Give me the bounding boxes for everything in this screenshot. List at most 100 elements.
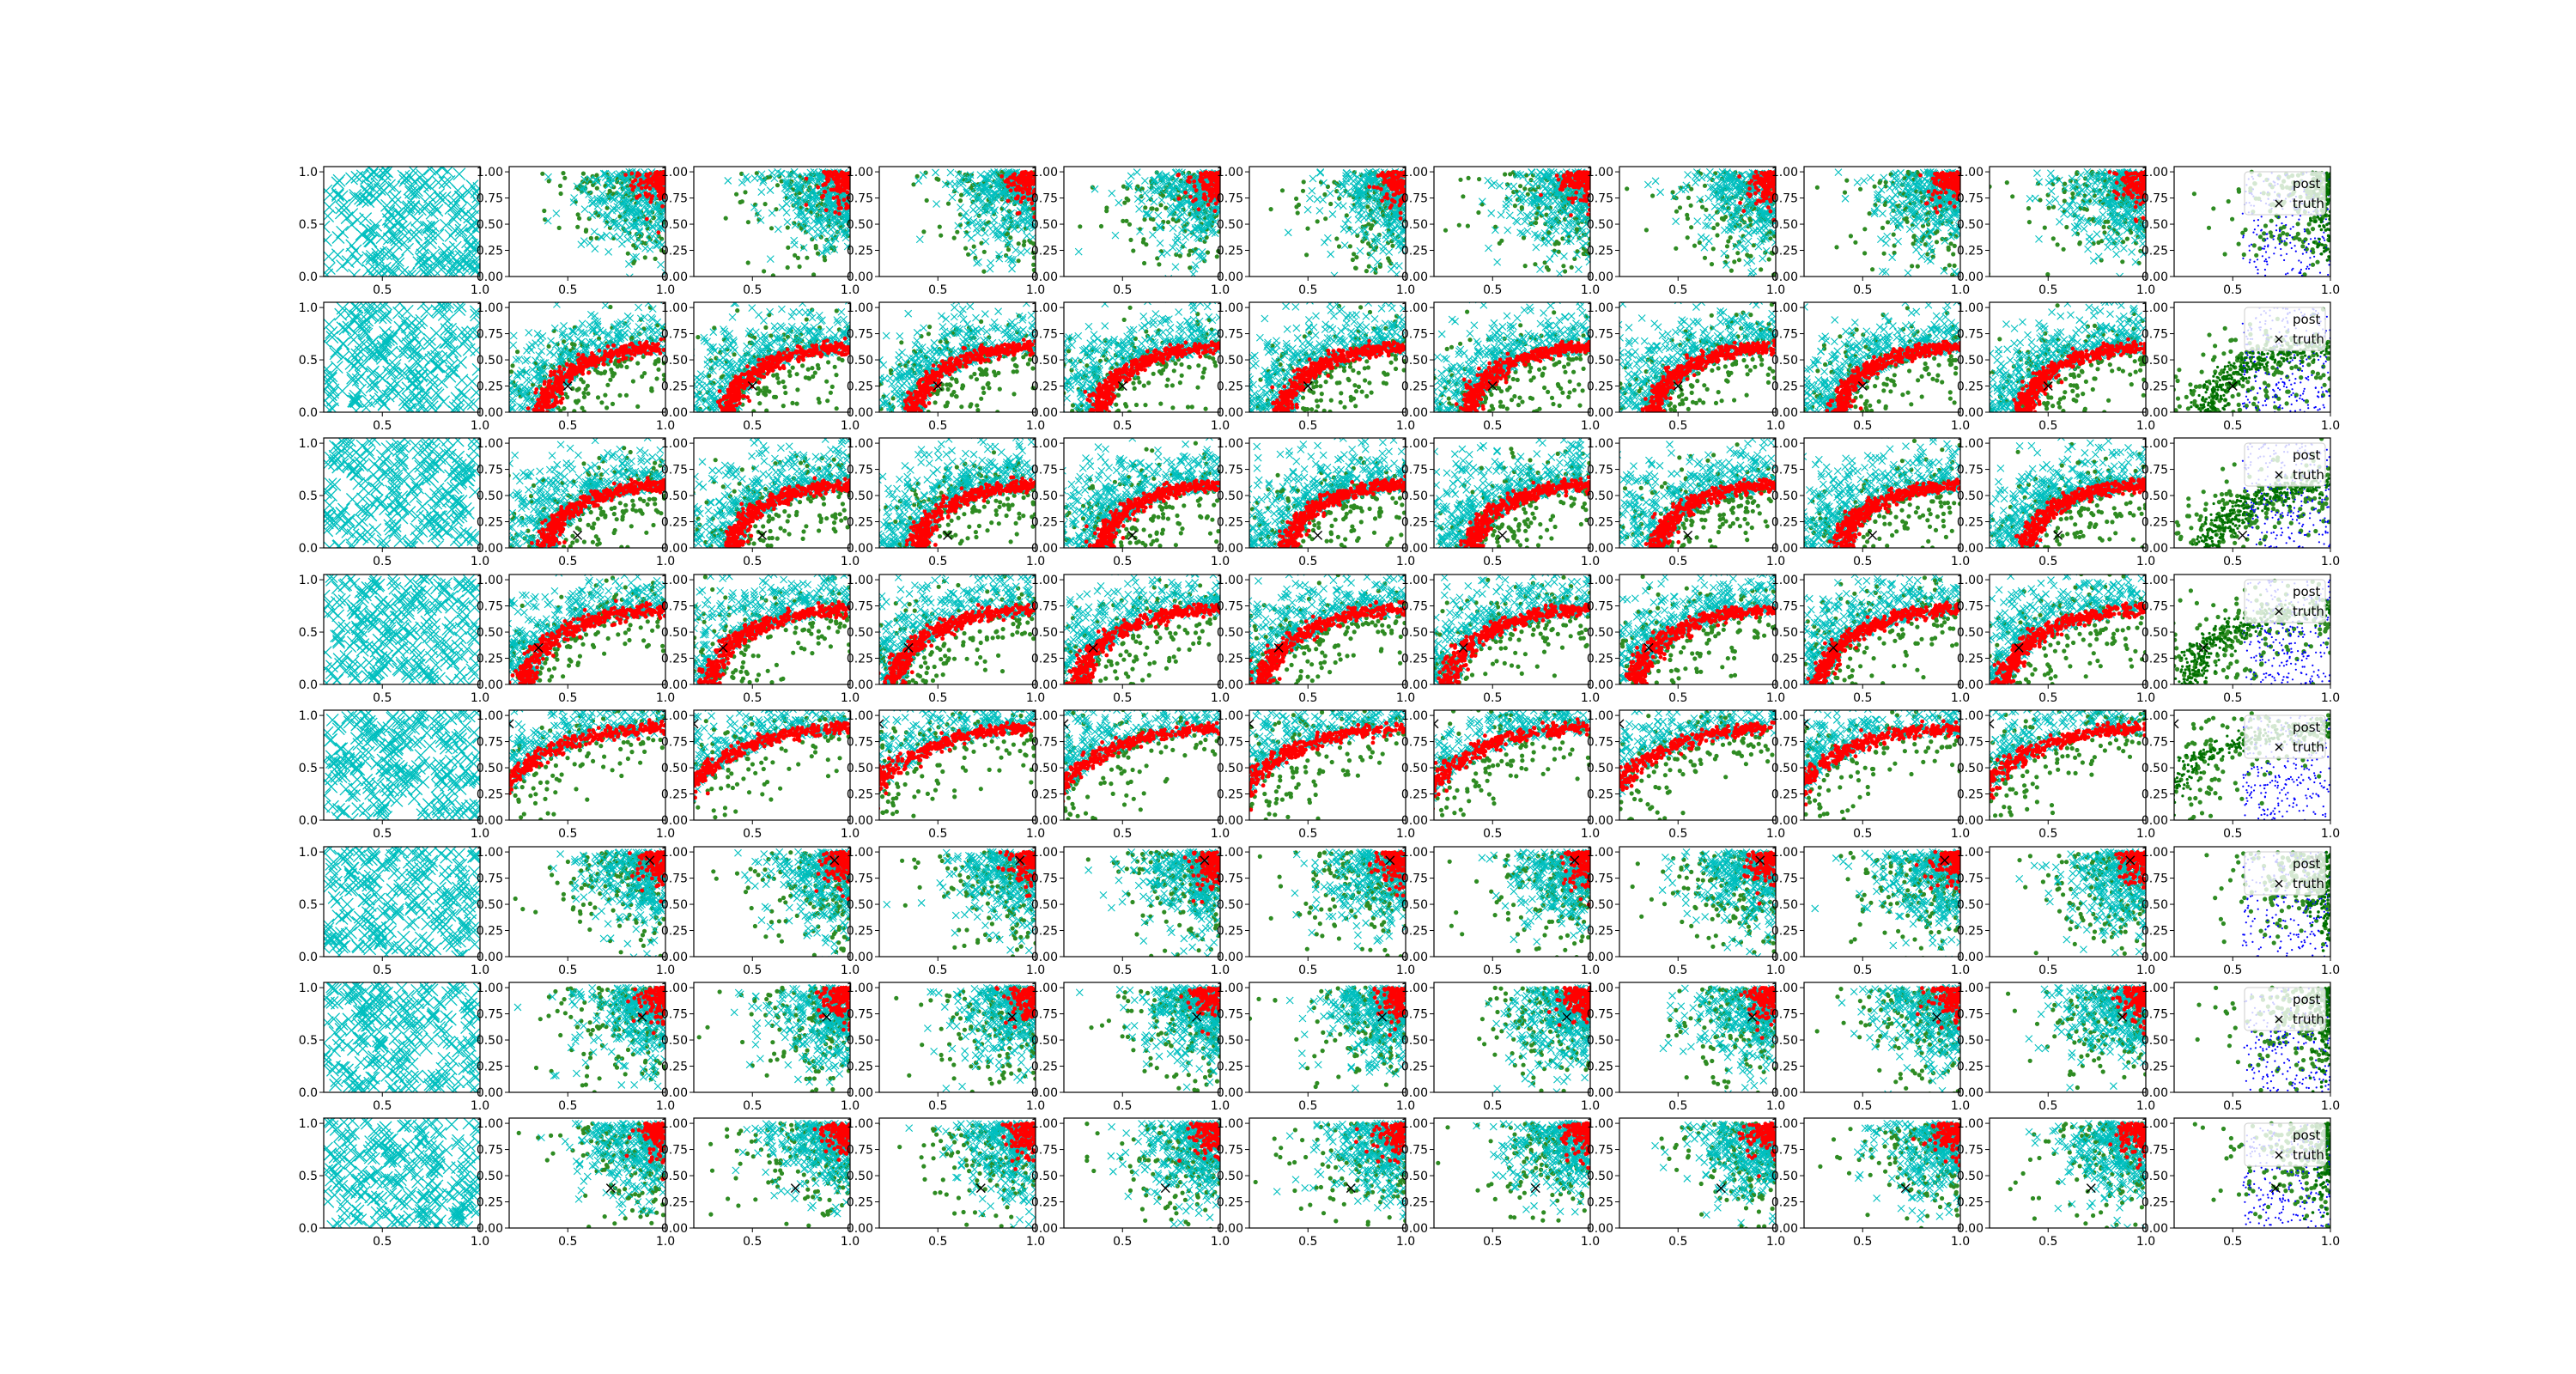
green-point: [786, 246, 790, 250]
red-point: [1005, 178, 1010, 182]
cyan-x-marker: [657, 261, 664, 268]
green-point: [1862, 227, 1867, 231]
cyan-x-marker: [1134, 196, 1141, 203]
green-point: [1294, 197, 1298, 201]
cyan-x-marker: [1867, 174, 1874, 181]
red-point: [1026, 198, 1030, 202]
green-point: [955, 230, 959, 234]
red-point: [1754, 181, 1759, 185]
red-point: [1754, 170, 1759, 174]
cyan-x-marker: [436, 161, 448, 173]
cyan-x-marker: [782, 294, 789, 301]
cyan-x-marker: [1141, 177, 1148, 184]
y-tick-label: 0.25: [477, 245, 503, 258]
green-point: [1334, 236, 1339, 240]
red-point: [1016, 194, 1020, 198]
red-point: [657, 230, 661, 234]
cyan-x-marker: [751, 175, 758, 182]
red-point: [659, 184, 663, 188]
red-point: [1385, 192, 1389, 197]
green-point: [1644, 228, 1649, 232]
red-point: [1176, 173, 1181, 177]
cyan-x-marker: [783, 200, 790, 207]
green-point: [1012, 280, 1017, 284]
cyan-x-marker: [783, 209, 790, 216]
red-point: [820, 195, 824, 199]
red-point: [1761, 195, 1765, 199]
y-tick-label: 0.50: [1031, 218, 1058, 232]
green-point: [1650, 193, 1655, 198]
cyan-x-marker: [1340, 226, 1347, 233]
green-point: [814, 286, 818, 290]
red-point: [1385, 173, 1389, 177]
y-tick-label: 0.0: [299, 271, 318, 284]
green-point: [575, 225, 580, 229]
subplot-r0-c8: 0.5 1.00.000.250.500.751.00: [1771, 166, 1970, 313]
cyan-x-marker: [1151, 198, 1157, 205]
red-point: [623, 173, 628, 177]
green-point: [561, 171, 565, 175]
red-point: [805, 177, 809, 181]
cyan-x-marker: [1698, 234, 1704, 240]
cyan-x-marker: [1572, 284, 1579, 291]
y-tick-label: 1.00: [847, 166, 873, 179]
green-point: [1678, 205, 1682, 210]
green-point: [1498, 241, 1502, 246]
cyan-x-marker: [1005, 255, 1012, 262]
scatter-points: [1425, 168, 1594, 336]
cyan-x-marker: [1897, 220, 1904, 227]
cyan-x-marker: [1546, 256, 1553, 263]
cyan-x-marker: [1745, 238, 1752, 245]
green-point: [1910, 264, 1914, 268]
scatter-points: [1815, 168, 1964, 313]
red-point: [1571, 185, 1576, 189]
red-point: [1379, 187, 1383, 192]
green-point: [775, 183, 780, 187]
cyan-x-marker: [1199, 248, 1206, 255]
green-point: [1563, 269, 1567, 273]
y-tick-label: 0.50: [1217, 218, 1243, 232]
cyan-x-marker: [1316, 207, 1323, 214]
red-point: [1206, 203, 1211, 207]
cyan-x-marker: [428, 264, 440, 276]
cyan-x-marker: [356, 229, 368, 241]
cyan-x-marker: [784, 218, 791, 225]
cyan-x-marker: [1324, 234, 1331, 241]
red-point: [1012, 173, 1016, 178]
cyan-x-marker: [1503, 204, 1510, 211]
cyan-x-marker: [1652, 178, 1659, 185]
green-point: [1892, 233, 1896, 237]
cyan-x-marker: [1704, 214, 1710, 221]
cyan-x-marker: [1498, 211, 1504, 218]
cyan-x-marker: [1174, 237, 1181, 244]
cyan-x-marker: [1327, 190, 1334, 197]
green-point: [1328, 202, 1333, 206]
cyan-x-marker: [581, 206, 588, 213]
green-point: [1365, 204, 1370, 209]
green-point: [1725, 244, 1729, 248]
y-tick-label: 1.0: [299, 166, 318, 179]
red-point: [1399, 211, 1403, 216]
green-point: [1700, 205, 1704, 210]
cyan-x-marker: [1721, 227, 1728, 234]
green-point: [559, 192, 563, 196]
red-point: [1204, 170, 1208, 174]
cyan-x-marker: [1321, 239, 1327, 246]
green-point: [1711, 226, 1716, 230]
green-point: [746, 220, 750, 224]
cyan-x-marker: [618, 240, 625, 247]
green-point: [1759, 267, 1763, 271]
green-point: [1369, 227, 1373, 231]
x-tick-label: 1.0: [1211, 283, 1230, 297]
green-point: [1947, 247, 1951, 252]
red-point: [1586, 212, 1590, 216]
cyan-x-marker: [1488, 182, 1495, 189]
cyan-x-marker: [1309, 187, 1315, 194]
green-point: [1304, 252, 1309, 257]
x-tick-label: 1.0: [1766, 283, 1785, 297]
green-point: [1354, 255, 1358, 259]
green-point: [1334, 189, 1339, 193]
red-point: [645, 185, 649, 189]
green-point: [1545, 289, 1549, 294]
